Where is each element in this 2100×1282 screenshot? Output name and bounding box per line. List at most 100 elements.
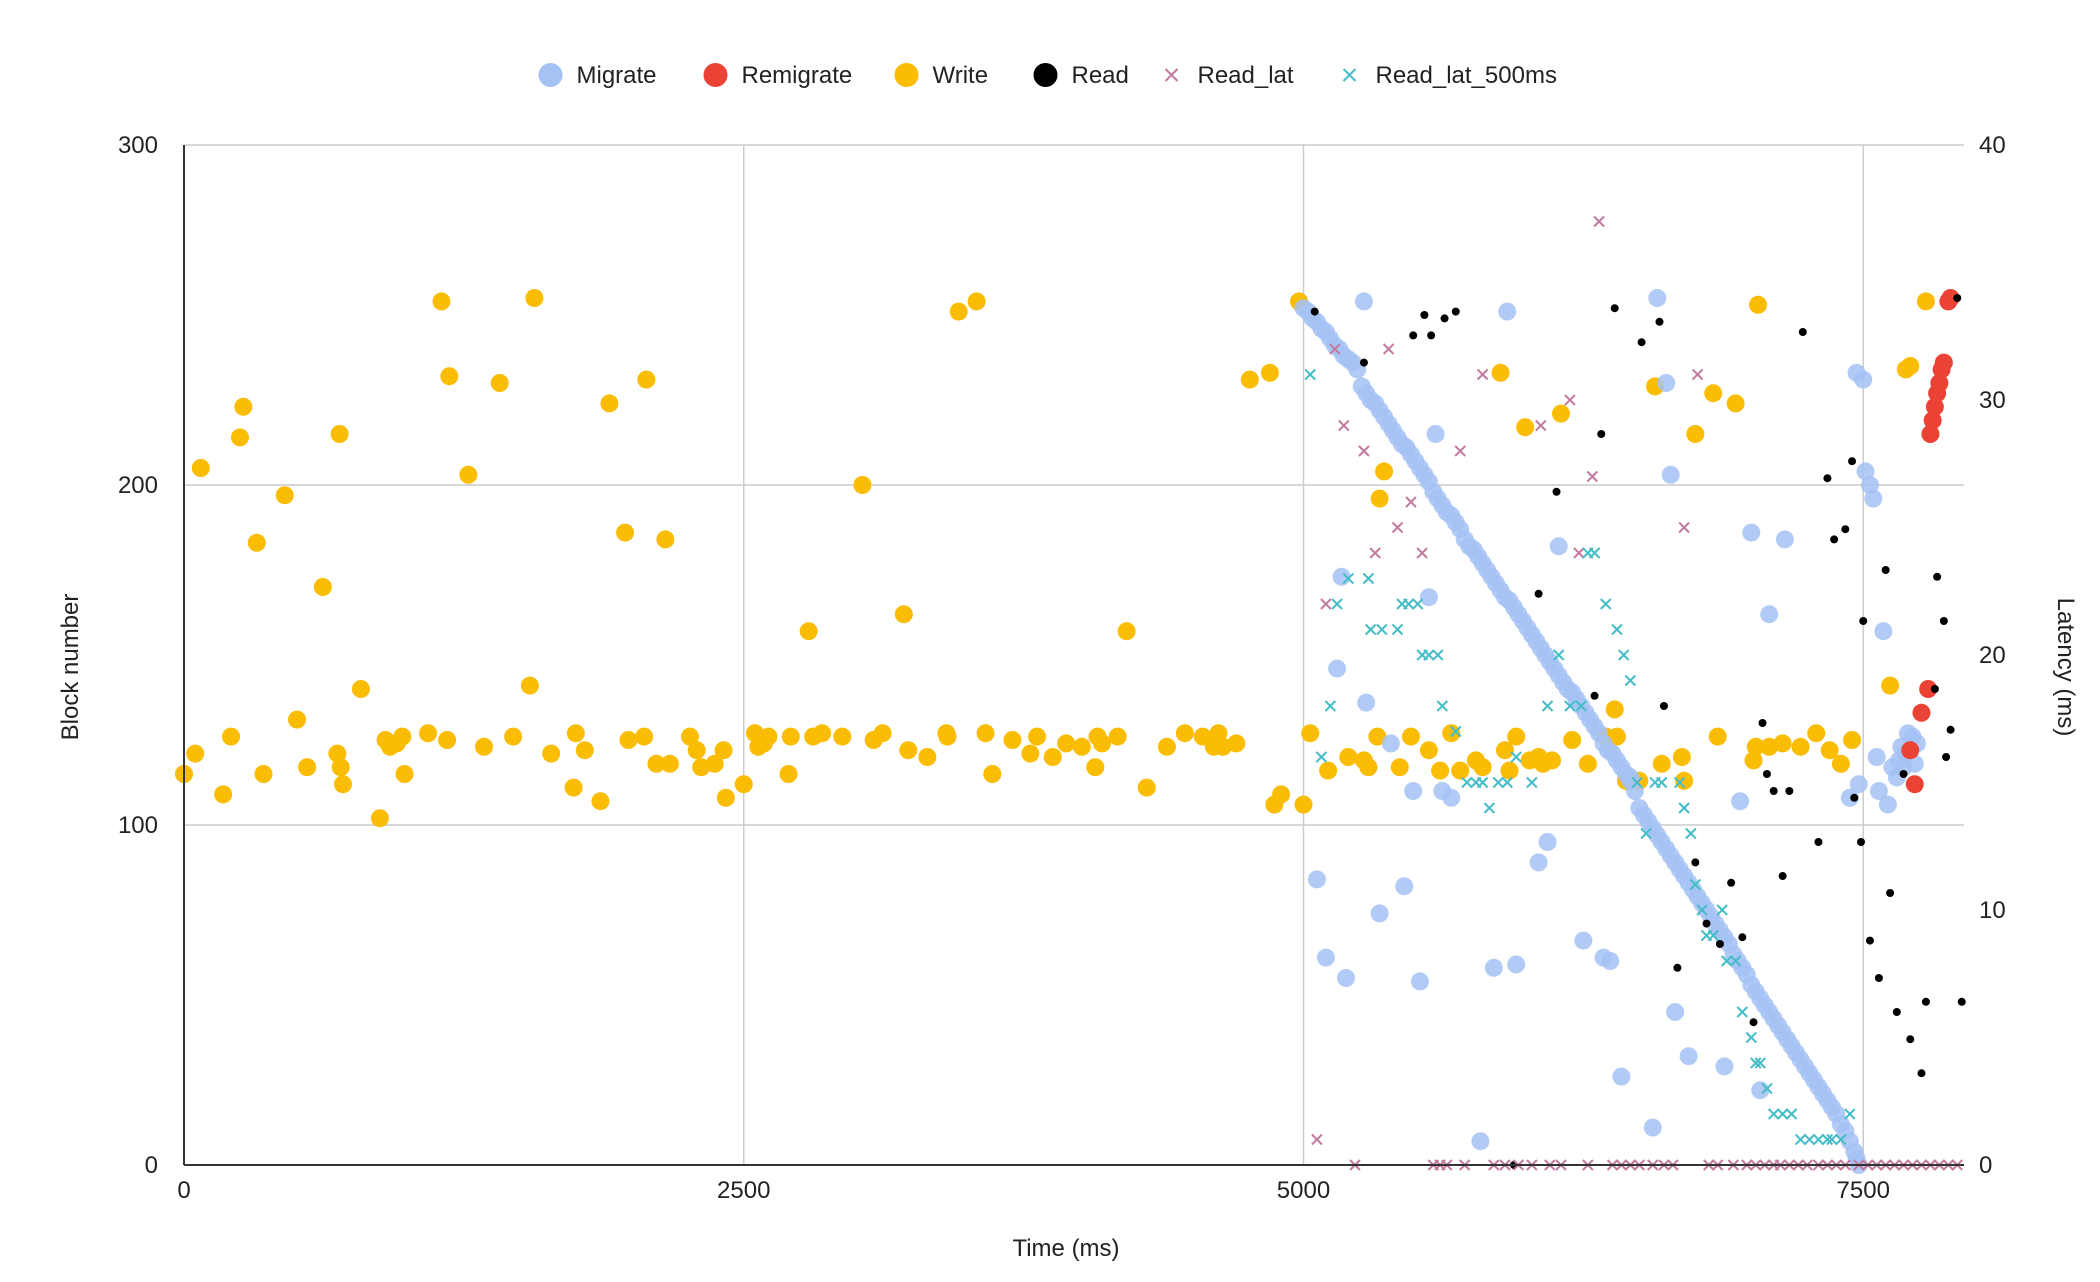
write-point: [1605, 700, 1624, 719]
read-point: [1727, 878, 1736, 887]
write-point: [1319, 761, 1338, 780]
write-point: [799, 622, 818, 641]
read-point: [1758, 719, 1767, 727]
write-point: [575, 741, 594, 760]
read-lat-point: [1454, 445, 1466, 457]
read-point: [1702, 919, 1711, 928]
read-lat-500ms-point: [1685, 827, 1697, 840]
write-point: [1791, 737, 1810, 756]
migrate-point: [1410, 972, 1429, 991]
read-point: [1534, 589, 1543, 598]
legend-label-read-lat: Read_lat: [1198, 62, 1294, 89]
write-point: [1072, 737, 1091, 756]
read-lat-500ms-point: [1761, 1082, 1773, 1095]
write-point: [1773, 734, 1792, 753]
read-lat-500ms-point: [1729, 955, 1742, 967]
read-point: [1427, 331, 1436, 340]
read-lat-500ms-point: [1767, 1108, 1780, 1120]
y-tick-label: 0: [145, 1152, 158, 1179]
write-point: [1831, 754, 1850, 773]
read-lat-500ms-point: [1331, 598, 1343, 610]
read-lat-500ms-point: [1411, 598, 1424, 610]
read-point: [1785, 787, 1794, 795]
read-lat-500ms-point: [1432, 649, 1444, 661]
write-point: [779, 765, 798, 783]
write-point: [1901, 357, 1920, 375]
write-point: [1390, 758, 1409, 777]
migrate-point: [1316, 948, 1335, 967]
read-lat-500ms-point: [1541, 700, 1554, 712]
read-point: [1865, 936, 1874, 945]
write-point: [1843, 731, 1862, 749]
read-lat-500ms-point: [1600, 598, 1612, 610]
write-point: [647, 754, 666, 773]
write-point: [1686, 425, 1705, 443]
remigrate-point: [1901, 741, 1920, 760]
migrate-point: [1507, 955, 1526, 974]
write-point: [1175, 724, 1194, 743]
write-point: [504, 727, 523, 746]
y-tick-label: 300: [118, 132, 158, 159]
migrate-point: [1854, 370, 1873, 389]
write-point: [681, 727, 700, 746]
write-point: [1652, 754, 1671, 773]
read-lat-500ms-point: [1553, 649, 1565, 661]
write-point: [1496, 741, 1515, 760]
migrate-point: [1471, 1132, 1490, 1151]
read-point: [1552, 487, 1561, 496]
migrate-point: [1905, 754, 1924, 773]
write-point: [490, 374, 509, 392]
read-point: [1850, 793, 1859, 802]
migrate-point: [1395, 877, 1414, 896]
write-point: [1003, 731, 1022, 749]
write-point: [419, 724, 438, 743]
read-point: [1637, 338, 1646, 347]
write-point: [288, 710, 307, 729]
y2-tick-label: 20: [1979, 642, 2006, 669]
read-point: [1859, 617, 1868, 625]
migrate-point: [1874, 622, 1893, 641]
read-point: [1886, 889, 1895, 897]
write-point: [656, 530, 675, 549]
migrate-point: [1869, 782, 1888, 800]
write-point: [976, 724, 995, 743]
write-point: [635, 727, 654, 746]
write-point: [1359, 758, 1378, 777]
write-point: [1108, 727, 1127, 746]
read-lat-500ms-point: [1564, 700, 1576, 712]
read-point: [1673, 963, 1682, 972]
migrate-point: [1643, 1118, 1662, 1137]
read-point: [1874, 974, 1883, 982]
read-lat-point: [1338, 419, 1350, 432]
migrate-point: [1661, 465, 1680, 484]
write-point: [1092, 734, 1111, 753]
write-point: [1708, 727, 1727, 746]
write-point: [1473, 758, 1492, 777]
write-point: [781, 727, 800, 746]
read-lat-500ms-point: [1476, 776, 1489, 789]
write-point: [1301, 724, 1320, 743]
read-lat-500ms-point: [1794, 1133, 1807, 1146]
write-point: [1916, 292, 1935, 311]
x-tick-label: 0: [177, 1177, 190, 1204]
write-point: [1726, 394, 1745, 413]
read-point: [1798, 328, 1807, 336]
write-point: [1057, 734, 1076, 753]
write-point: [1675, 771, 1694, 790]
write-point: [370, 809, 389, 828]
x-axis-title: Time (ms): [1012, 1235, 1119, 1262]
legend-marker-write: [894, 63, 919, 87]
legend-label-write: Write: [933, 62, 989, 89]
series-remigrate: [1901, 289, 1960, 794]
read-lat-500ms-point: [1656, 776, 1668, 789]
write-point: [1431, 761, 1450, 780]
write-point: [833, 727, 852, 746]
read-point: [1899, 770, 1908, 778]
write-point: [1368, 727, 1387, 746]
write-point: [687, 741, 706, 760]
y2-tick-label: 0: [1979, 1152, 1992, 1179]
write-point: [894, 605, 913, 624]
read-point: [1440, 314, 1449, 323]
write-point: [564, 778, 583, 797]
